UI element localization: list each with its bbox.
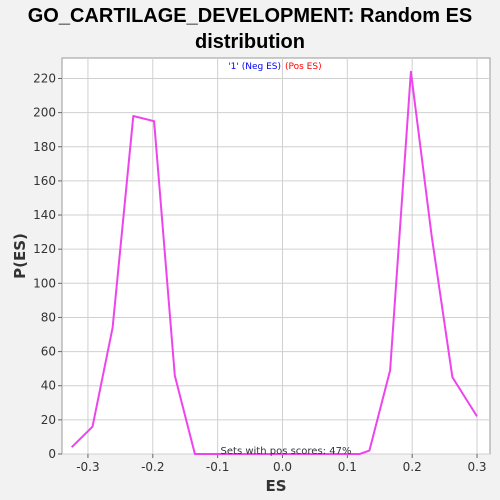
x-tick-label: -0.2 (141, 460, 164, 474)
y-tick-label: 120 (33, 242, 56, 256)
x-tick-label: 0.0 (273, 460, 292, 474)
y-tick-label: 20 (41, 413, 56, 427)
x-axis-label: ES (265, 477, 286, 495)
y-tick-label: 220 (33, 71, 56, 85)
y-tick-label: 200 (33, 106, 56, 120)
y-tick-label: 0 (48, 447, 56, 461)
plot-area (62, 58, 490, 454)
annotation-pos-scores: Sets with pos scores: 47% (221, 446, 352, 457)
y-tick-label: 80 (41, 310, 56, 324)
y-tick-label: 60 (41, 345, 56, 359)
x-tick-label: -0.1 (206, 460, 229, 474)
y-tick-label: 180 (33, 140, 56, 154)
legend-pos-es: (Pos ES) (285, 62, 322, 72)
x-tick-label: 0.1 (338, 460, 357, 474)
y-tick-label: 40 (41, 379, 56, 393)
y-tick-label: 140 (33, 208, 56, 222)
legend-neg-es: '1' (Neg ES) (228, 62, 281, 72)
x-tick-label: 0.3 (467, 460, 486, 474)
x-tick-label: -0.3 (76, 460, 99, 474)
y-axis-label: P(ES) (11, 233, 29, 279)
x-tick-label: 0.2 (403, 460, 422, 474)
y-tick-label: 160 (33, 174, 56, 188)
y-tick-label: 100 (33, 276, 56, 290)
